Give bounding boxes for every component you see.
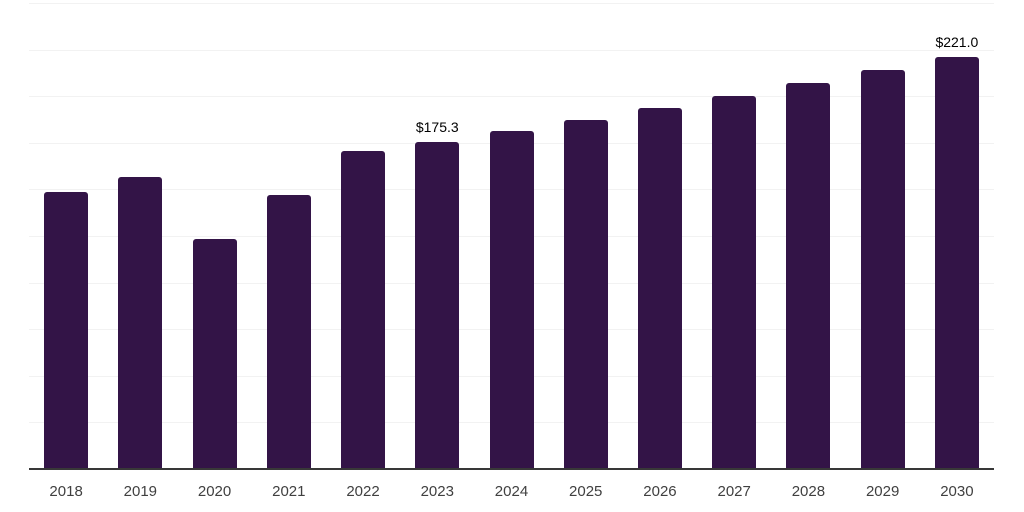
bar-2029 [860, 70, 905, 469]
x-tick-label: 2023 [420, 483, 454, 500]
bar-2021 [266, 194, 311, 469]
bar-2019 [118, 176, 163, 469]
bar-2027 [712, 95, 757, 469]
bar-value-label: $175.3 [415, 119, 459, 136]
bar-2020 [192, 238, 237, 469]
x-tick-label: 2026 [643, 483, 677, 500]
gridline [29, 3, 994, 4]
x-axis-line [29, 468, 994, 470]
gridline [29, 49, 994, 51]
bar-2025 [563, 119, 608, 469]
x-tick-label: 2024 [494, 483, 529, 500]
x-tick-label: 2030 [940, 483, 974, 500]
gridline [29, 96, 994, 98]
bar-2018 [44, 191, 89, 469]
bar-2022 [341, 151, 386, 469]
x-tick-label: 2025 [569, 483, 603, 500]
bar-2026 [637, 108, 682, 469]
x-tick-label: 2020 [197, 483, 232, 500]
x-tick-label: 2029 [865, 483, 900, 500]
x-tick-label: 2021 [272, 483, 306, 500]
bar-2030 [934, 57, 979, 469]
x-tick-label: 2018 [49, 483, 83, 500]
x-tick-label: 2019 [123, 483, 158, 500]
x-tick-label: 2022 [346, 483, 380, 500]
bar-2024 [489, 131, 534, 469]
bar-2028 [786, 83, 831, 469]
x-tick-label: 2027 [717, 483, 751, 500]
bar-2023 [415, 142, 460, 469]
x-tick-label: 2028 [791, 483, 826, 500]
bar-value-label: $221.0 [935, 34, 979, 51]
